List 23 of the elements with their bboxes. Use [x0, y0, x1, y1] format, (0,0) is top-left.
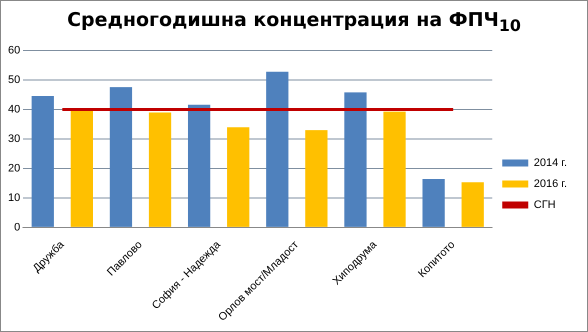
bar	[32, 96, 54, 227]
bar	[148, 112, 172, 227]
bar	[344, 92, 367, 227]
bar	[266, 72, 288, 227]
legend-label: 2016 г.	[534, 178, 568, 190]
bar	[227, 127, 250, 227]
chart-title: Средногодишна концентрация на ФПЧ$_{10}$	[66, 9, 522, 35]
bar	[422, 179, 445, 227]
y-tick-label: 60	[8, 44, 20, 57]
legend-label: 2014 г.	[534, 157, 568, 170]
bar	[110, 87, 132, 227]
bar	[188, 104, 210, 227]
bar	[383, 112, 406, 227]
y-tick-label: 50	[8, 74, 20, 86]
bar	[70, 110, 93, 227]
y-tick-label: 20	[8, 162, 20, 174]
legend-label: СГН	[534, 199, 556, 212]
y-tick-label: 30	[8, 133, 20, 146]
bar	[305, 130, 328, 227]
y-tick-label: 40	[8, 104, 20, 116]
y-tick-label: 10	[8, 192, 20, 204]
y-tick-label: 0	[14, 221, 20, 234]
bar	[462, 182, 484, 227]
